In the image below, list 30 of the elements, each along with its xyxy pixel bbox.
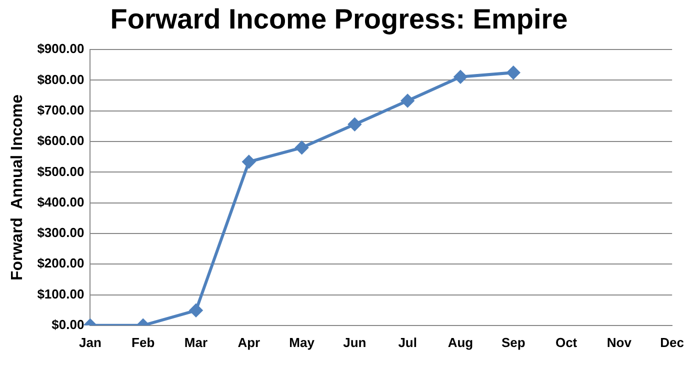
- x-tick-label: Sep: [501, 334, 526, 350]
- point: [348, 118, 362, 131]
- y-tick-label: $600.00: [37, 133, 84, 148]
- x-tick-label: Dec: [660, 334, 684, 350]
- y-tick-label: $800.00: [37, 72, 84, 87]
- x-tick-label: Feb: [132, 334, 155, 350]
- point: [242, 155, 256, 168]
- y-axis-title: Forward Annual Income: [9, 94, 26, 281]
- y-tick-label: $400.00: [37, 194, 84, 210]
- y-tick-label: $100.00: [37, 286, 84, 302]
- x-tick-label: Mar: [184, 334, 208, 350]
- chart-title: Forward Income Progress: Empire: [110, 4, 568, 35]
- y-tick-label: $700.00: [37, 102, 84, 118]
- y-tick-label: $0.00: [52, 316, 84, 332]
- y-tick-label: $200.00: [37, 256, 84, 271]
- x-tick-label: Jan: [78, 334, 102, 350]
- point: [454, 70, 467, 84]
- x-tick-label: Aug: [448, 334, 474, 350]
- x-tick-label: Oct: [555, 334, 578, 350]
- x-tick-label: Nov: [606, 334, 632, 350]
- point: [295, 141, 308, 154]
- y-tick-label: $900.00: [37, 41, 84, 56]
- y-tick-label: $500.00: [37, 164, 84, 179]
- point: [506, 66, 520, 80]
- x-tick-label: Apr: [238, 334, 260, 350]
- y-tick-label: $300.00: [37, 225, 84, 240]
- point: [401, 94, 414, 108]
- x-tick-label: May: [289, 334, 316, 350]
- x-tick-label: Jul: [398, 334, 417, 350]
- x-tick-label: Jun: [343, 334, 366, 350]
